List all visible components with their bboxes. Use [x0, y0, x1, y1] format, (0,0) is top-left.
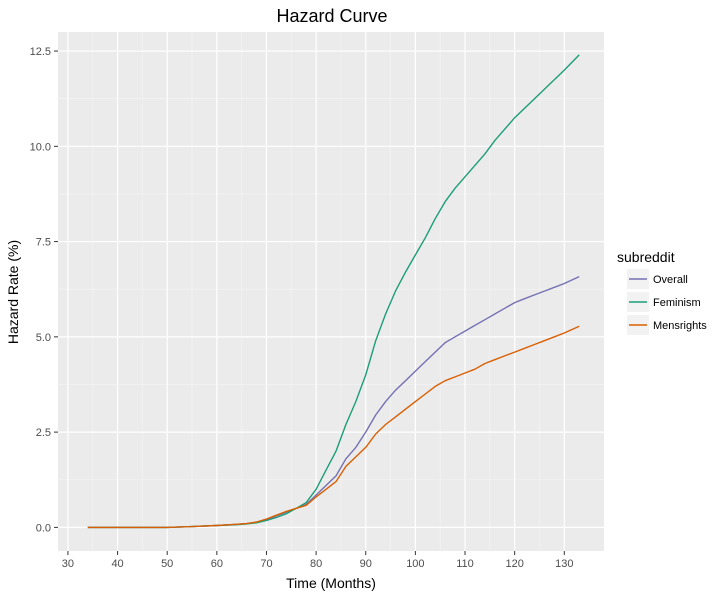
x-tick-label: 40 — [111, 558, 123, 570]
series-line-mensrights — [87, 325, 580, 529]
legend: subreddit Overall Feminism Mensrights — [617, 249, 707, 335]
x-tick-label: 70 — [260, 558, 272, 570]
y-tick-label: 0.0 — [36, 522, 51, 534]
x-tick-label: 60 — [211, 558, 223, 570]
chart-title: Hazard Curve — [276, 6, 387, 26]
x-tick-label: 80 — [310, 558, 322, 570]
legend-label-feminism: Feminism — [653, 297, 701, 309]
y-tick-label: 7.5 — [36, 237, 51, 249]
y-tick-label: 12.5 — [30, 46, 51, 58]
y-tick-label: 5.0 — [36, 332, 51, 344]
legend-label-mensrights: Mensrights — [653, 320, 707, 332]
legend-items: Overall Feminism Mensrights — [627, 269, 707, 335]
grid-major — [58, 32, 604, 551]
x-tick-label: 130 — [555, 558, 573, 570]
y-tick-label: 10.0 — [30, 141, 51, 153]
x-tick-label: 110 — [456, 558, 474, 570]
x-tick-label: 30 — [62, 558, 74, 570]
x-axis-ticks: 30 40 50 60 70 80 90 100 110 120 130 — [62, 551, 573, 570]
x-tick-label: 100 — [406, 558, 424, 570]
x-axis-title: Time (Months) — [286, 575, 376, 591]
x-tick-label: 90 — [360, 558, 372, 570]
x-tick-label: 50 — [161, 558, 173, 570]
legend-label-overall: Overall — [653, 274, 688, 286]
series-lines — [87, 54, 580, 529]
x-tick-label: 120 — [505, 558, 523, 570]
legend-title: subreddit — [617, 249, 675, 265]
y-axis-title: Hazard Rate (%) — [5, 240, 21, 344]
y-tick-label: 2.5 — [36, 427, 51, 439]
plot-panel — [58, 32, 604, 551]
y-axis-ticks: 0.0 2.5 5.0 7.5 10.0 12.5 — [30, 46, 58, 534]
